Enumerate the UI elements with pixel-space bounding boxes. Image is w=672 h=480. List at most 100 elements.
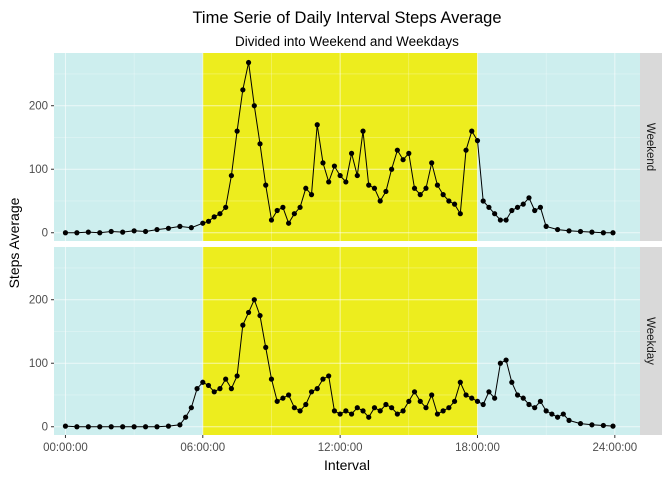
data-point (280, 204, 286, 210)
data-point (463, 147, 469, 153)
data-point (486, 389, 492, 395)
data-point (514, 392, 521, 398)
data-point (526, 195, 532, 201)
data-point (263, 344, 269, 350)
data-point (429, 160, 435, 166)
data-point (411, 185, 418, 191)
data-point (480, 401, 486, 408)
data-point (520, 201, 526, 207)
y-tick-label: 100 (29, 358, 48, 370)
data-point (417, 192, 423, 198)
data-point (205, 218, 212, 224)
data-point (503, 217, 509, 223)
x-axis-title: Interval (324, 457, 370, 473)
data-point (108, 228, 114, 235)
data-point (331, 163, 338, 169)
data-point (97, 230, 103, 236)
data-point (377, 198, 383, 204)
data-point (154, 424, 160, 430)
data-point (514, 204, 521, 210)
data-point (268, 376, 275, 382)
facet-panel-weekday: 0 100 200 Weekday (29, 247, 662, 435)
data-point (85, 424, 91, 430)
data-point (600, 422, 606, 429)
data-point (303, 401, 309, 408)
data-point (142, 228, 149, 235)
data-point (291, 405, 297, 411)
data-point (211, 389, 217, 395)
data-point (509, 379, 515, 385)
data-point (451, 201, 458, 207)
data-point (131, 228, 137, 234)
x-tick-label: 24:00:00 (592, 442, 637, 454)
x-axis: 00:00:00 06:00:00 12:00:00 18:00:00 24:00:00 (43, 435, 637, 454)
data-point (188, 405, 194, 411)
data-point (577, 420, 584, 427)
data-point (469, 128, 475, 134)
chart-title: Time Serie of Daily Interval Steps Avera… (192, 9, 501, 27)
data-point (120, 424, 126, 430)
y-tick-label: 100 (29, 164, 48, 176)
data-point (589, 229, 595, 235)
data-point (268, 217, 275, 223)
data-point (366, 182, 372, 188)
data-point (389, 166, 395, 172)
data-point (240, 322, 246, 328)
data-point (457, 211, 463, 217)
data-point (257, 312, 263, 319)
facet-label: Weekend (644, 123, 656, 171)
data-point (223, 376, 229, 382)
data-point (406, 150, 412, 156)
data-point (423, 405, 429, 411)
data-point (526, 401, 532, 408)
data-point (234, 373, 240, 379)
data-point (474, 138, 481, 144)
data-point (343, 408, 349, 414)
data-point (383, 401, 389, 408)
data-point (503, 357, 509, 363)
data-point (177, 422, 183, 428)
data-point (120, 229, 126, 235)
data-point (406, 398, 412, 404)
data-point (314, 386, 320, 392)
facet-label: Weekday (644, 317, 656, 365)
data-point (360, 128, 366, 134)
x-tick-label: 00:00:00 (43, 442, 88, 454)
data-point (183, 414, 189, 420)
data-point (223, 204, 229, 210)
data-point (234, 128, 240, 134)
x-tick-label: 06:00:00 (180, 442, 225, 454)
data-point (200, 220, 206, 226)
data-point (251, 103, 257, 109)
data-point (492, 211, 498, 217)
data-point (286, 392, 292, 398)
data-point (383, 188, 389, 195)
data-point (165, 225, 172, 231)
facet-strip (640, 247, 662, 435)
data-point (486, 204, 492, 210)
data-point (297, 408, 303, 414)
facet-panel-weekend: 0 100 200 Weekend (29, 53, 662, 241)
data-point (532, 207, 538, 214)
data-point (354, 172, 360, 179)
data-point (348, 411, 355, 417)
data-point (440, 192, 446, 198)
data-point (446, 198, 452, 204)
data-point (177, 223, 183, 229)
data-point (394, 411, 400, 417)
data-point (543, 223, 549, 229)
data-point (320, 376, 326, 382)
data-point (394, 147, 400, 153)
data-point (314, 122, 320, 128)
data-point (240, 87, 246, 93)
data-point (200, 379, 206, 385)
data-point (440, 408, 446, 414)
data-point (566, 417, 572, 423)
data-point (610, 230, 616, 236)
data-point (360, 408, 366, 414)
data-point (411, 389, 418, 395)
y-tick-label: 200 (29, 101, 48, 113)
data-point (257, 141, 263, 147)
data-point (343, 179, 349, 185)
data-point (497, 360, 503, 366)
